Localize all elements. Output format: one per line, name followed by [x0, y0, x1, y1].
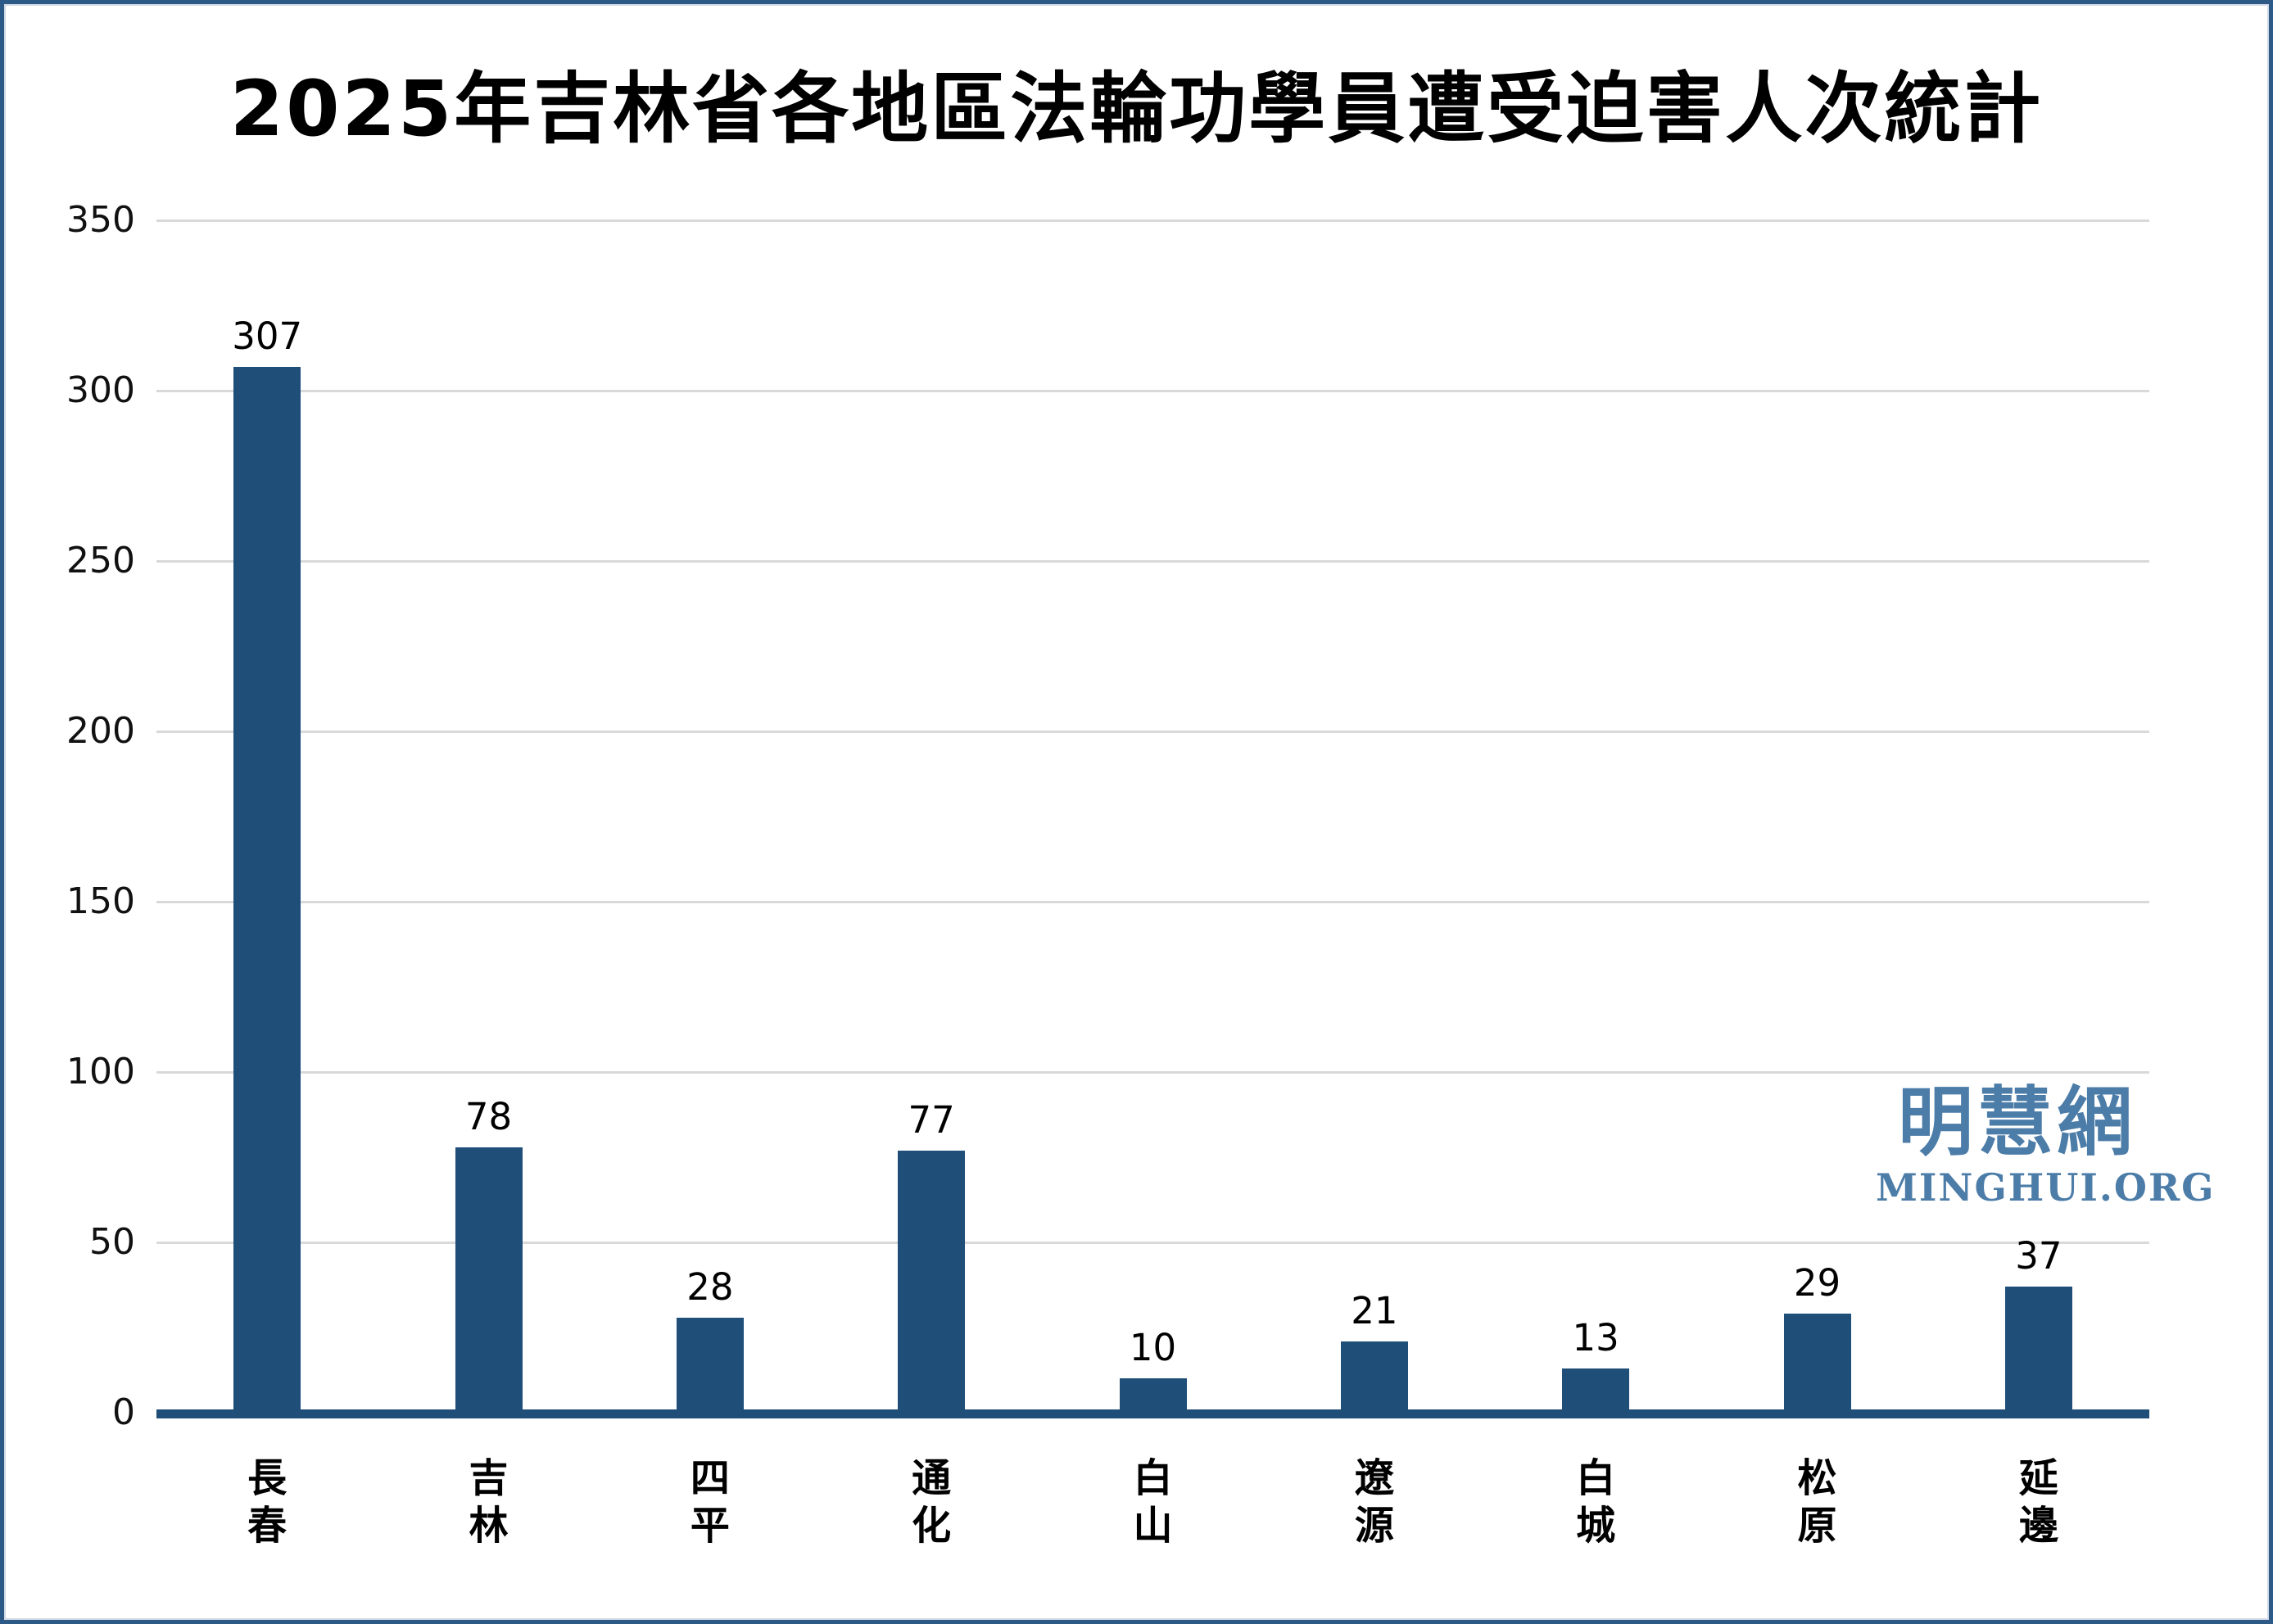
bar-5 [1119, 1378, 1187, 1413]
y-axis-tick-label: 300 [66, 369, 135, 411]
x-axis-category-label: 四 平 [690, 1455, 730, 1549]
y-axis-tick-label: 350 [66, 199, 135, 241]
bar-value-label: 78 [464, 1094, 513, 1138]
bar-6 [1340, 1341, 1408, 1413]
bar-value-label: 10 [1129, 1326, 1177, 1370]
gridline-y200 [156, 731, 2149, 733]
bar-7 [1562, 1368, 1630, 1413]
bar-value-label: 77 [908, 1097, 955, 1142]
y-axis-tick-label: 50 [89, 1221, 135, 1263]
gridline-y150 [156, 901, 2149, 903]
bar-1 [233, 366, 301, 1413]
x-axis-line [156, 1409, 2149, 1418]
chart-title: 2025年吉林省各地區法輪功學員遭受迫害人次統計 [229, 65, 2044, 154]
x-axis-category-label: 延 邊 [2018, 1455, 2058, 1549]
bar-value-label: 37 [2015, 1234, 2062, 1278]
bar-4 [898, 1150, 966, 1413]
x-axis-category-label: 遼 源 [1354, 1455, 1394, 1549]
bar-9 [2004, 1287, 2072, 1413]
bar-3 [676, 1317, 744, 1413]
y-axis-tick-label: 100 [66, 1051, 135, 1092]
gridline-y300 [156, 390, 2149, 392]
x-axis-category-label: 白 山 [1133, 1455, 1173, 1549]
y-axis-tick-label: 0 [112, 1391, 135, 1433]
bar-value-label: 13 [1572, 1315, 1619, 1359]
x-axis-category-label: 長 春 [247, 1455, 288, 1549]
bar-value-label: 21 [1351, 1288, 1398, 1332]
gridline-y250 [156, 560, 2149, 563]
bar-value-label: 307 [232, 314, 303, 358]
y-axis-tick-label: 250 [66, 540, 135, 581]
x-axis-category-label: 松 原 [1797, 1455, 1837, 1549]
bar-value-label: 29 [1793, 1261, 1841, 1305]
y-axis-tick-label: 200 [66, 710, 135, 752]
x-axis-category-label: 通 化 [912, 1455, 952, 1549]
x-axis-category-label: 白 城 [1576, 1455, 1616, 1549]
gridline-y100 [156, 1071, 2149, 1074]
x-axis-category-label: 吉 林 [469, 1455, 509, 1549]
minghui-logo-domain: MINGHUI.ORG [1876, 1165, 2216, 1210]
bar-8 [1783, 1314, 1851, 1413]
bar-2 [455, 1147, 523, 1413]
bar-value-label: 28 [686, 1264, 734, 1309]
y-axis-tick-label: 150 [66, 880, 135, 922]
gridline-y350 [156, 219, 2149, 222]
minghui-logo-chinese: 明慧網 [1897, 1079, 2136, 1166]
minghui-watermark: 明慧網 MINGHUI.ORG [1876, 1079, 2216, 1210]
gridline-y50 [156, 1242, 2149, 1244]
